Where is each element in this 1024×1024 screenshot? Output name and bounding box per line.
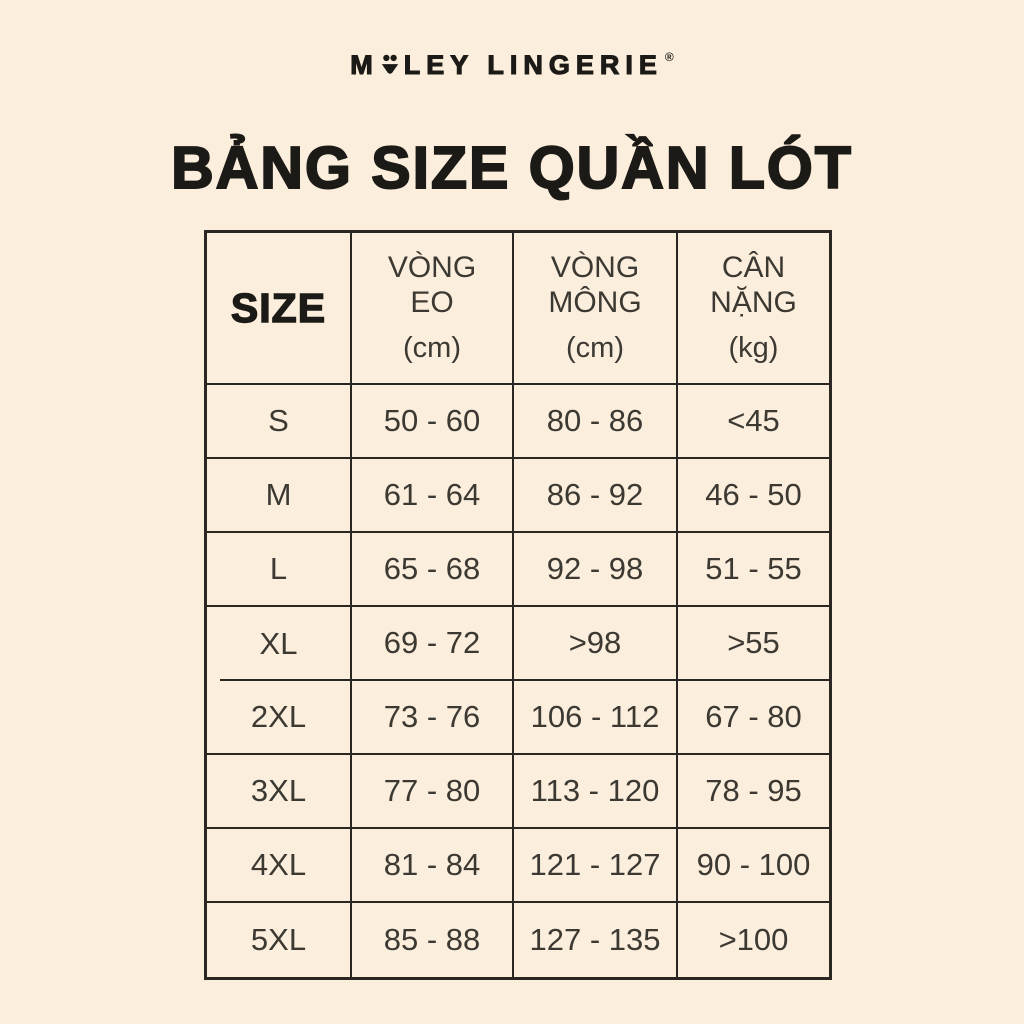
header-row: SIZE VÒNG EO (cm) VÒNG MÔNG (cm) CÂN NẶN… <box>207 233 829 385</box>
brand-logo: M LEY LINGERIE ® <box>0 49 1024 82</box>
hip-cell: 86 - 92 <box>514 459 678 533</box>
size-cell: 5XL <box>207 903 352 977</box>
waist-cell: 50 - 60 <box>352 385 514 459</box>
weight-cell: >55 <box>678 607 829 681</box>
table-body: S 50 - 60 80 - 86 <45 M 61 - 64 86 - 92 … <box>207 385 829 977</box>
waist-cell: 65 - 68 <box>352 533 514 607</box>
weight-cell: 51 - 55 <box>678 533 829 607</box>
size-cell: 3XL <box>207 755 352 829</box>
table-row-4xl: 4XL 81 - 84 121 - 127 90 - 100 <box>207 829 829 903</box>
column-header-waist-unit: (cm) <box>403 331 461 364</box>
table-row-3xl: 3XL 77 - 80 113 - 120 78 - 95 <box>207 755 829 829</box>
column-header-weight-label: CÂN NẶNG <box>710 251 797 319</box>
table-row-m: M 61 - 64 86 - 92 46 - 50 <box>207 459 829 533</box>
size-cell: L <box>207 533 352 607</box>
size-cell: 2XL <box>207 681 352 755</box>
waist-cell: 77 - 80 <box>352 755 514 829</box>
weight-cell: <45 <box>678 385 829 459</box>
table-row-2xl: 2XL 73 - 76 106 - 112 67 - 80 <box>207 681 829 755</box>
column-header-waist: VÒNG EO (cm) <box>352 233 514 385</box>
size-cell: M <box>207 459 352 533</box>
hip-cell: >98 <box>514 607 678 681</box>
waist-cell: 73 - 76 <box>352 681 514 755</box>
table-row-xl: XL 69 - 72 >98 >55 <box>207 607 829 681</box>
size-chart-table: SIZE VÒNG EO (cm) VÒNG MÔNG (cm) CÂN NẶN… <box>204 230 832 980</box>
column-header-hip-label: VÒNG MÔNG <box>548 251 642 319</box>
page-title: BẢNG SIZE QUẦN LÓT <box>170 134 853 202</box>
column-header-weight: CÂN NẶNG (kg) <box>678 233 829 385</box>
column-header-waist-label: VÒNG EO <box>387 251 477 319</box>
column-header-weight-unit: (kg) <box>728 331 779 364</box>
weight-cell: 78 - 95 <box>678 755 829 829</box>
size-cell: 4XL <box>207 829 352 903</box>
size-cell: S <box>207 385 352 459</box>
table-row-l: L 65 - 68 92 - 98 51 - 55 <box>207 533 829 607</box>
waist-cell: 81 - 84 <box>352 829 514 903</box>
hip-cell: 106 - 112 <box>514 681 678 755</box>
column-header-size-label: SIZE <box>230 284 327 331</box>
table-row-5xl: 5XL 85 - 88 127 - 135 >100 <box>207 903 829 977</box>
column-header-hip-unit: (cm) <box>566 331 624 364</box>
column-header-hip: VÒNG MÔNG (cm) <box>514 233 678 385</box>
weight-cell: 67 - 80 <box>678 681 829 755</box>
hip-cell: 80 - 86 <box>514 385 678 459</box>
size-cell: XL <box>207 607 352 681</box>
waist-cell: 85 - 88 <box>352 903 514 977</box>
lingerie-set-icon <box>380 53 400 82</box>
brand-name-prefix: M <box>350 49 379 80</box>
table-header: SIZE VÒNG EO (cm) VÒNG MÔNG (cm) CÂN NẶN… <box>207 233 829 385</box>
hip-cell: 113 - 120 <box>514 755 678 829</box>
hip-cell: 92 - 98 <box>514 533 678 607</box>
waist-cell: 61 - 64 <box>352 459 514 533</box>
registered-trademark-symbol: ® <box>664 49 674 64</box>
table-row-s: S 50 - 60 80 - 86 <45 <box>207 385 829 459</box>
weight-cell: >100 <box>718 922 789 957</box>
hip-cell: 121 - 127 <box>514 829 678 903</box>
waist-cell: 69 - 72 <box>352 607 514 681</box>
column-header-size: SIZE <box>207 233 352 385</box>
weight-cell: 46 - 50 <box>678 459 829 533</box>
hip-cell: 127 - 135 <box>514 903 678 977</box>
weight-cell: 90 - 100 <box>678 829 829 903</box>
brand-name-suffix: LEY LINGERIE <box>403 49 663 80</box>
